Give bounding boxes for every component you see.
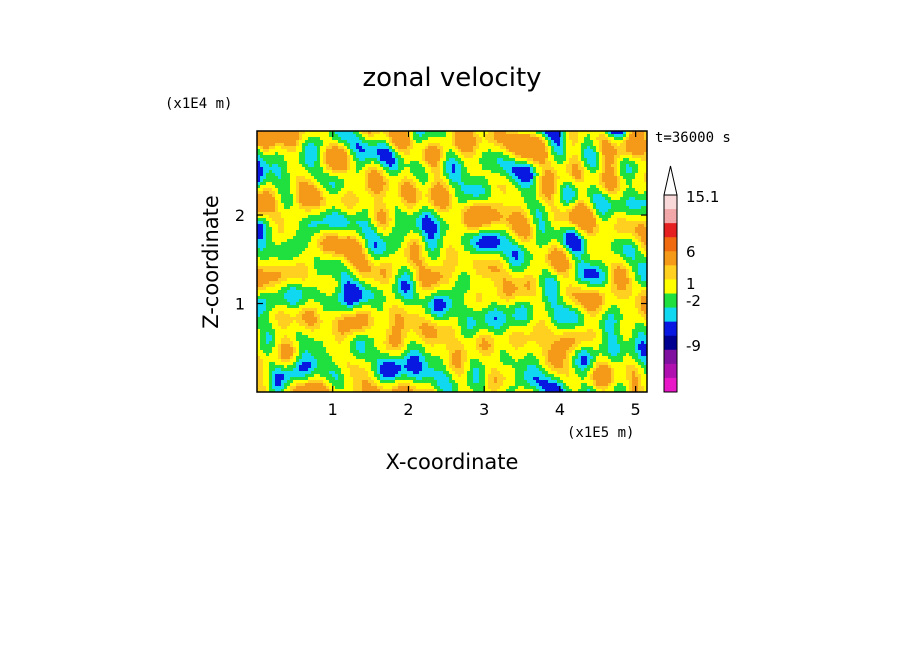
x-tick-label: 1: [328, 400, 338, 419]
colorbar-label: 6: [686, 243, 696, 261]
colorbar-label: -9: [686, 337, 701, 355]
y-axis: 12: [235, 206, 647, 314]
colorbar-segment: [664, 265, 677, 280]
colorbar-segment: [664, 279, 677, 294]
x-scale-label: (x1E5 m): [567, 425, 634, 441]
colorbar-segment: [664, 293, 677, 309]
colorbar-segment: [664, 307, 677, 323]
colorbar-segment: [664, 363, 677, 379]
x-tick-label: 5: [631, 400, 641, 419]
y-scale-label: (x1E4 m): [165, 96, 232, 112]
x-tick-label: 4: [555, 400, 565, 419]
plot-frame: [256, 130, 648, 393]
y-tick-label: 1: [235, 295, 245, 314]
colorbar-label: -2: [686, 292, 701, 310]
x-tick-label: 3: [479, 400, 489, 419]
colorbar-segment: [664, 251, 677, 266]
colorbar-segment: [664, 349, 677, 365]
colorbar-segment: [664, 223, 677, 238]
colorbar-frame: [663, 194, 678, 393]
x-axis-label: X-coordinate: [386, 450, 519, 474]
y-axis-label: Z-coordinate: [199, 195, 223, 329]
colorbar: 15.1 6 1-2 -9: [663, 165, 719, 393]
y-tick-label: 2: [235, 206, 245, 225]
colorbar-segment: [664, 195, 677, 210]
time-label: t=36000 s: [655, 130, 731, 146]
x-axis: 1 2 3 4 5: [328, 131, 641, 419]
heatmap-field: [257, 131, 647, 392]
chart-title: zonal velocity: [362, 63, 541, 93]
colorbar-label: 1: [686, 275, 696, 293]
colorbar-segment: [664, 321, 677, 337]
colorbar-arrow: [663, 165, 678, 196]
colorbar-label: 15.1: [686, 188, 719, 206]
colorbar-segment: [664, 209, 677, 224]
colorbar-segment: [664, 377, 677, 393]
x-tick-label: 2: [403, 400, 413, 419]
colorbar-segment: [664, 237, 677, 252]
colorbar-segment: [664, 335, 677, 351]
